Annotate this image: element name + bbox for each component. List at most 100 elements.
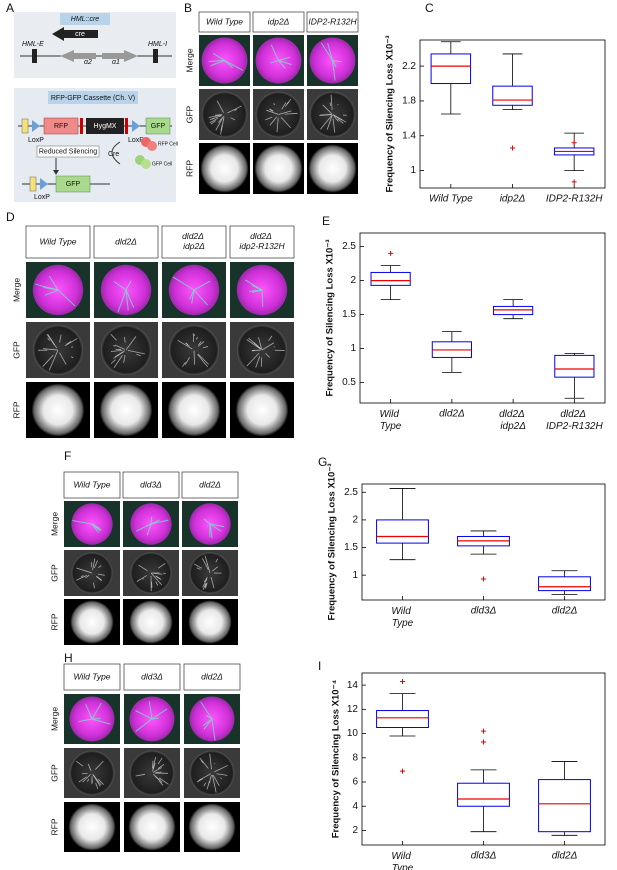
box: [538, 576, 591, 592]
column-header-box: [93, 225, 159, 259]
micrograph-tile: [182, 599, 238, 645]
sector: [136, 523, 152, 532]
column-header-box: [229, 225, 295, 259]
sector: [92, 558, 96, 570]
sector: [42, 354, 54, 367]
sector: [151, 760, 154, 769]
y-tick-label: 2: [352, 825, 358, 836]
rfp: RFP: [54, 123, 68, 130]
sector: [124, 337, 126, 343]
outlier: [481, 728, 486, 734]
micrograph-tile: [253, 143, 304, 194]
rfp-gene: [43, 117, 79, 135]
sector: [206, 563, 211, 573]
y-axis-label: Frequency of Silencing Loss X10⁻³: [325, 239, 336, 396]
row-label: Merge: [184, 48, 194, 72]
x-tick-label: dld2Δ idp2Δ: [499, 409, 527, 432]
y-tick-label: 14: [347, 680, 359, 691]
column-header-box: [25, 225, 91, 259]
sector: [204, 555, 209, 565]
sector: [125, 336, 137, 350]
colony: [255, 91, 302, 138]
sector: [197, 341, 205, 347]
sector: [281, 102, 287, 110]
row-label: RFP: [184, 160, 194, 177]
sector: [326, 114, 333, 130]
sector: [70, 356, 74, 359]
colony: [167, 383, 221, 437]
sector: [202, 583, 207, 590]
box: [554, 354, 595, 378]
sector: [220, 116, 225, 135]
micrograph-tile: [26, 382, 90, 438]
gfp-gene: [55, 175, 91, 193]
sector: [157, 563, 166, 569]
x-tick-label: dld2Δ IDP2-R132H: [546, 409, 603, 432]
sector: [246, 339, 261, 350]
sector: [208, 60, 225, 62]
sector: [157, 764, 165, 769]
sector: [123, 355, 126, 363]
silencer: [32, 49, 37, 63]
micrograph-tile: [123, 550, 179, 596]
column-header-box: [161, 225, 227, 259]
box: [457, 782, 510, 807]
plot-frame: [359, 232, 606, 404]
y-tick-label: 2: [352, 515, 358, 526]
colony: [254, 144, 303, 193]
sector: [270, 60, 279, 64]
outlier: [481, 576, 486, 582]
sector: [185, 342, 189, 345]
micrograph-tile: [26, 322, 90, 378]
x-tick-label: Wild Type: [391, 851, 413, 870]
column-header: Wild Type: [39, 236, 76, 246]
sector: [206, 781, 210, 790]
alpha2: α2: [84, 59, 92, 66]
label-box: [60, 13, 110, 25]
sector: [99, 782, 102, 786]
sector: [152, 767, 163, 773]
sector: [230, 117, 236, 121]
colony: [308, 144, 357, 193]
column-header: IDP2-R132H: [308, 16, 357, 26]
sector: [210, 120, 217, 125]
sector: [93, 560, 98, 568]
sector: [211, 566, 219, 572]
sector: [284, 101, 290, 107]
sector: [209, 753, 212, 770]
sector: [155, 771, 162, 774]
sector: [245, 279, 263, 291]
sector: [284, 112, 298, 115]
outlier: [571, 140, 577, 146]
row-label: GFP: [49, 564, 59, 582]
sector: [91, 718, 111, 725]
column-header: Wild Type: [206, 16, 243, 26]
sector: [246, 353, 260, 367]
box: [430, 53, 472, 85]
colony: [188, 803, 236, 851]
sector: [269, 108, 274, 112]
sector: [95, 760, 104, 770]
sector: [85, 574, 90, 579]
colony: [100, 324, 152, 376]
micrograph-tile: [64, 599, 120, 645]
sector: [278, 60, 286, 69]
colony: [309, 91, 356, 138]
row-label: Merge: [11, 278, 21, 302]
sector: [125, 280, 132, 291]
sector: [330, 94, 333, 110]
column-header-box: [183, 663, 241, 691]
sector: [212, 52, 225, 61]
sector: [333, 115, 339, 122]
micrograph-tile: [64, 802, 120, 852]
sector: [203, 576, 208, 583]
sector: [113, 345, 116, 347]
panel-label: G: [318, 455, 327, 469]
loxp-label: LoxP: [34, 194, 50, 201]
panel-label: E: [322, 214, 330, 228]
sector: [150, 519, 169, 525]
rfp-cell: RFP Cell: [158, 141, 178, 147]
y-tick-label: 1: [410, 165, 416, 176]
x-tick-label: dld2Δ: [552, 851, 578, 862]
box: [492, 85, 533, 106]
